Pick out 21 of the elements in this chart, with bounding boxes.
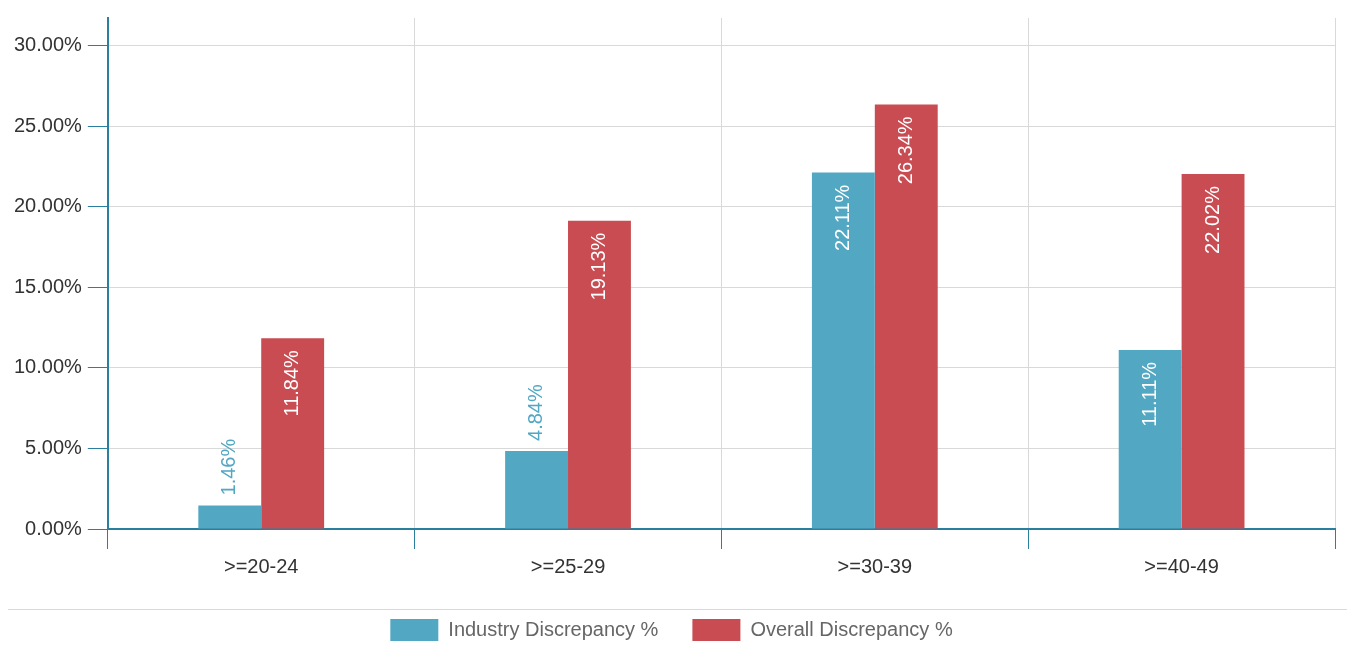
y-tick-label: 25.00%	[13, 113, 83, 136]
y-tick-label: 30.00%	[13, 32, 83, 55]
y-tick-label: 5.00%	[25, 435, 83, 458]
data-label: 11.11%	[1137, 361, 1160, 427]
data-label: 4.84%	[524, 384, 547, 441]
x-tick-label: >=30-39	[837, 554, 913, 577]
x-tick-label: >=20-24	[223, 554, 299, 577]
y-tick-label: 0.00%	[25, 516, 83, 539]
data-label: 22.11%	[830, 184, 853, 251]
data-label: 26.34%	[893, 116, 916, 185]
y-tick-label: 10.00%	[13, 355, 83, 378]
data-label: 1.46%	[217, 438, 240, 496]
data-label: 22.02%	[1200, 185, 1223, 254]
x-tick-label: >=25-29	[530, 554, 606, 577]
data-label: 11.84%	[280, 349, 303, 417]
y-tick-label: 15.00%	[13, 274, 83, 297]
legend-label: Overall Discrepancy %	[750, 617, 953, 640]
y-tick-label: 20.00%	[13, 194, 83, 217]
legend-label: Industry Discrepancy %	[448, 617, 659, 640]
data-label: 19.13%	[586, 232, 609, 301]
x-tick-label: >=40-49	[1144, 554, 1219, 577]
